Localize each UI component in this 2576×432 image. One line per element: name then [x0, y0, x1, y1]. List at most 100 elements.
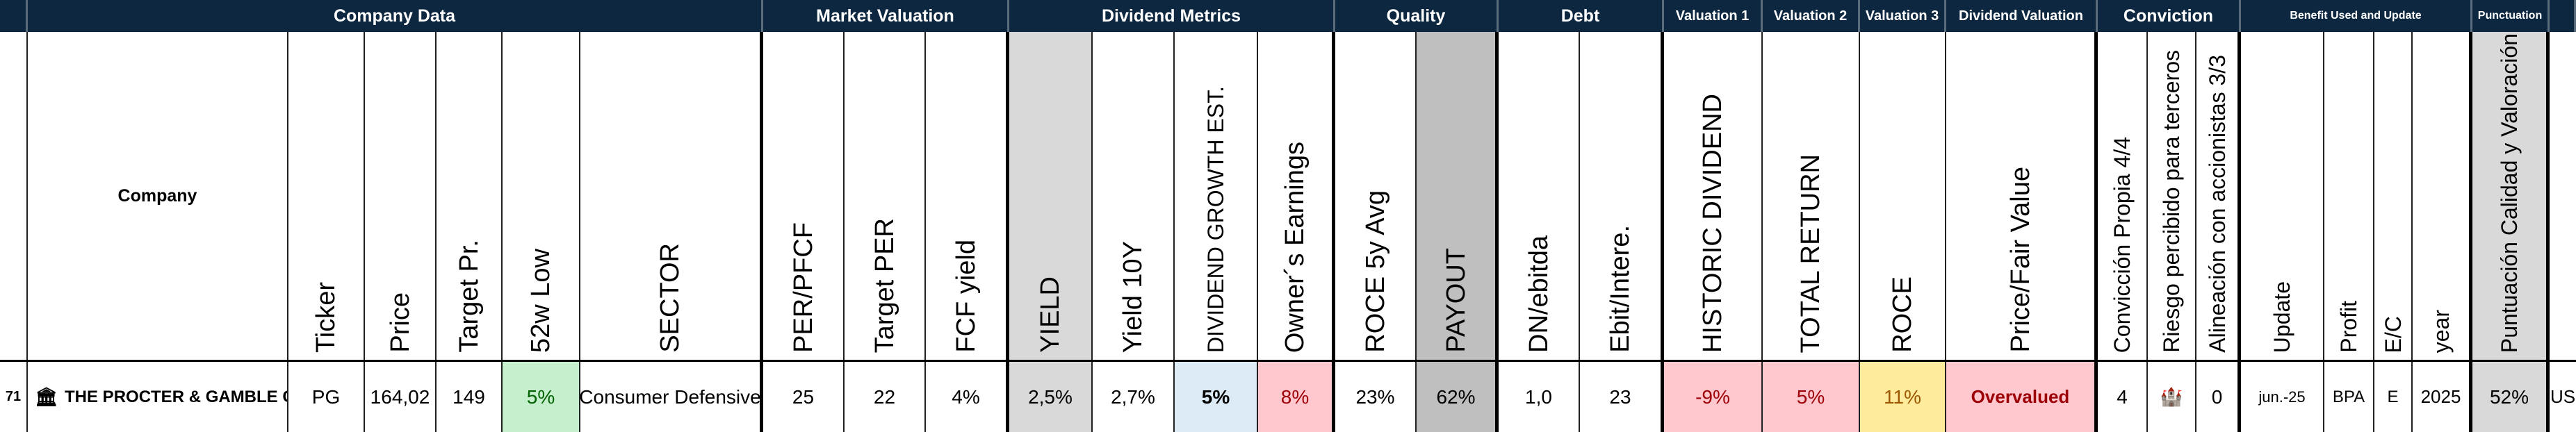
alineacion-cell[interactable]: 0	[2196, 362, 2241, 432]
header-riesgo[interactable]: Riesgo percibido para terceros	[2148, 32, 2196, 360]
update-cell[interactable]: jun.-25	[2241, 362, 2324, 432]
header-profit[interactable]: Profit	[2324, 32, 2374, 360]
header-ec[interactable]: E/C	[2374, 32, 2413, 360]
low52w-cell[interactable]: 5%	[503, 362, 580, 432]
group-debt[interactable]: Debt	[1499, 0, 1664, 32]
header-conviccion[interactable]: Convicción Propia 4/4	[2098, 32, 2148, 360]
header-roce[interactable]: ROCE	[1860, 32, 1946, 360]
country-cell[interactable]: US	[2550, 362, 2576, 432]
header-company-label: Company	[117, 185, 197, 206]
corner-cell	[0, 0, 28, 32]
group-quality[interactable]: Quality	[1335, 0, 1499, 32]
header-country	[2550, 32, 2576, 360]
header-ticker[interactable]: Ticker	[288, 32, 365, 360]
dividend-growth-cell[interactable]: 5%	[1175, 362, 1258, 432]
header-puntuacion-label: Puntuación Calidad y Valoración	[2497, 33, 2522, 353]
header-sector-label: SECTOR	[655, 243, 685, 353]
per-pfcf-cell[interactable]: 25	[763, 362, 845, 432]
header-yield-10y-label: Yield 10Y	[1118, 240, 1148, 353]
header-alineacion-label: Alineación con accionistas 3/3	[2204, 55, 2230, 353]
profit-cell[interactable]: BPA	[2324, 362, 2374, 432]
header-payout-label: PAYOUT	[1441, 248, 1471, 353]
header-total-return-label: TOTAL RETURN	[1796, 153, 1825, 353]
header-ebit-inter[interactable]: Ebit/Intere.	[1580, 32, 1664, 360]
header-company[interactable]: Company	[28, 32, 288, 360]
header-ec-label: E/C	[2380, 315, 2406, 353]
dn-ebitda-cell[interactable]: 1,0	[1499, 362, 1580, 432]
group-empty	[2550, 0, 2576, 32]
header-52w-low-label: 52w Low	[526, 249, 555, 353]
header-per-pfcf-label: PER/PFCF	[788, 222, 818, 353]
header-profit-label: Profit	[2336, 301, 2361, 353]
header-historic-dividend-label: HISTORIC DIVIDEND	[1698, 93, 1727, 353]
group-punctuation[interactable]: Punctuation	[2472, 0, 2550, 32]
header-conviccion-label: Convicción Propia 4/4	[2110, 136, 2135, 353]
target-per-cell[interactable]: 22	[845, 362, 926, 432]
header-target-pr[interactable]: Target Pr.	[437, 32, 503, 360]
ec-cell[interactable]: E	[2374, 362, 2413, 432]
header-update[interactable]: Update	[2241, 32, 2324, 360]
group-conviction[interactable]: Conviction	[2098, 0, 2241, 32]
header-owners-earnings[interactable]: Owner´s Earnings	[1258, 32, 1335, 360]
company-cell[interactable]: 🏛 THE PROCTER & GAMBLE COMPANY	[28, 362, 288, 432]
company-name: THE PROCTER & GAMBLE COMPANY	[65, 387, 287, 406]
header-target-per[interactable]: Target PER	[845, 32, 926, 360]
riesgo-cell[interactable]: 🏰	[2148, 362, 2196, 432]
roce-cell[interactable]: 11%	[1860, 362, 1946, 432]
header-yield-label: YIELD	[1036, 276, 1065, 353]
group-company-data[interactable]: Company Data	[28, 0, 763, 32]
group-market-valuation[interactable]: Market Valuation	[763, 0, 1009, 32]
owners-earnings-cell[interactable]: 8%	[1258, 362, 1335, 432]
row-index[interactable]: 71	[0, 362, 28, 432]
yield-10y-cell[interactable]: 2,7%	[1093, 362, 1175, 432]
puntuacion-cell[interactable]: 52%	[2472, 362, 2550, 432]
roce-5y-cell[interactable]: 23%	[1335, 362, 1417, 432]
header-historic-dividend[interactable]: HISTORIC DIVIDEND	[1664, 32, 1763, 360]
yield-cell[interactable]: 2,5%	[1009, 362, 1093, 432]
header-update-label: Update	[2269, 281, 2294, 353]
header-target-pr-label: Target Pr.	[454, 240, 484, 353]
header-fcf-yield[interactable]: FCF yield	[926, 32, 1009, 360]
header-riesgo-label: Riesgo percibido para terceros	[2159, 50, 2184, 353]
header-roce-5y[interactable]: ROCE 5y Avg	[1335, 32, 1417, 360]
conviccion-cell[interactable]: 4	[2098, 362, 2148, 432]
header-price[interactable]: Price	[365, 32, 437, 360]
header-ebit-inter-label: Ebit/Intere.	[1606, 225, 1635, 353]
header-sector[interactable]: SECTOR	[580, 32, 763, 360]
header-dn-ebitda-label: DN/ebitda	[1524, 235, 1554, 353]
header-52w-low[interactable]: 52w Low	[503, 32, 580, 360]
header-total-return[interactable]: TOTAL RETURN	[1763, 32, 1860, 360]
header-target-per-label: Target PER	[870, 217, 899, 353]
header-yield-10y[interactable]: Yield 10Y	[1093, 32, 1175, 360]
total-return-cell[interactable]: 5%	[1763, 362, 1860, 432]
price-cell[interactable]: 164,02	[365, 362, 437, 432]
group-dividend-metrics[interactable]: Dividend Metrics	[1009, 0, 1335, 32]
header-ticker-label: Ticker	[311, 281, 341, 353]
payout-cell[interactable]: 62%	[1417, 362, 1499, 432]
header-per-pfcf[interactable]: PER/PFCF	[763, 32, 845, 360]
header-yield[interactable]: YIELD	[1009, 32, 1093, 360]
header-year-label: year	[2428, 309, 2454, 353]
bank-icon: 🏛	[35, 386, 58, 407]
historic-dividend-cell[interactable]: -9%	[1664, 362, 1763, 432]
header-puntuacion[interactable]: Puntuación Calidad y Valoración	[2472, 32, 2550, 360]
header-roce-label: ROCE	[1888, 276, 1917, 353]
group-benefit[interactable]: Benefit Used and Update	[2241, 0, 2472, 32]
header-alineacion[interactable]: Alineación con accionistas 3/3	[2196, 32, 2241, 360]
header-dividend-growth[interactable]: DIVIDEND GROWTH EST.	[1175, 32, 1258, 360]
price-fair-value-cell[interactable]: Overvalued	[1946, 362, 2098, 432]
year-cell[interactable]: 2025	[2413, 362, 2472, 432]
group-valuation1[interactable]: Valuation 1	[1664, 0, 1763, 32]
ticker-cell[interactable]: PG	[288, 362, 365, 432]
sector-cell[interactable]: Consumer Defensive	[580, 362, 763, 432]
group-valuation3[interactable]: Valuation 3	[1860, 0, 1946, 32]
target-pr-cell[interactable]: 149	[437, 362, 503, 432]
ebit-inter-cell[interactable]: 23	[1580, 362, 1664, 432]
fcf-yield-cell[interactable]: 4%	[926, 362, 1009, 432]
group-dividend-valuation[interactable]: Dividend Valuation	[1946, 0, 2098, 32]
header-year[interactable]: year	[2413, 32, 2472, 360]
header-price-fair-value[interactable]: Price/Fair Value	[1946, 32, 2098, 360]
header-payout[interactable]: PAYOUT	[1417, 32, 1499, 360]
header-dn-ebitda[interactable]: DN/ebitda	[1499, 32, 1580, 360]
group-valuation2[interactable]: Valuation 2	[1763, 0, 1860, 32]
